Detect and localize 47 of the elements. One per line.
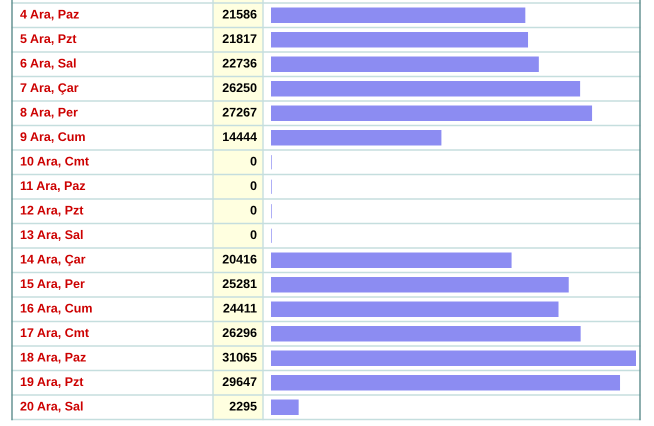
data-label: 2295	[230, 402, 257, 411]
y-tick-label: 10 Ara, Cmt	[20, 156, 89, 168]
bar	[271, 301, 559, 318]
data-label: 31065	[222, 352, 257, 362]
bar	[271, 350, 636, 366]
data-label: 24411	[223, 304, 257, 312]
bar	[271, 276, 569, 293]
data-label: 14444	[223, 132, 257, 141]
bar	[271, 105, 592, 122]
y-tick-label: 8 Ara, Per	[20, 108, 78, 118]
y-tick-label: 20 Ara, Sal	[20, 401, 83, 412]
data-label: 0	[250, 206, 256, 215]
bar	[271, 374, 620, 391]
y-tick-label: 9 Ara, Cum	[20, 132, 85, 143]
bar	[271, 7, 526, 24]
y-tick-label: 6 Ara, Sal	[20, 58, 76, 70]
data-label: 26250	[222, 83, 256, 92]
y-tick-label: 5 Ara, Pzt	[20, 34, 76, 45]
bar	[271, 80, 580, 97]
data-label: 21586	[222, 10, 257, 19]
y-tick-label: 14 Ara, Çar	[20, 254, 86, 266]
bar	[271, 32, 528, 48]
data-label: 0	[250, 181, 256, 190]
data-label: 0	[250, 156, 256, 166]
data-label: 0	[250, 230, 256, 240]
y-tick-label: 15 Ara, Per	[20, 279, 85, 290]
data-label: 27267	[222, 108, 256, 117]
data-label: 20416	[222, 254, 257, 264]
data-label: 29647	[222, 377, 256, 386]
data-label: 26296	[222, 328, 257, 338]
data-label: 21817	[222, 34, 256, 44]
data-label: 25281	[222, 279, 257, 288]
y-tick-label: 19 Ara, Pzt	[20, 377, 84, 388]
y-tick-label: 12 Ara, Pzt	[20, 206, 84, 216]
y-tick-label: 16 Ara, Cum	[20, 304, 92, 314]
data-label: 22736	[222, 58, 257, 68]
bar	[271, 399, 299, 416]
bar	[271, 326, 581, 342]
y-tick-label: 13 Ara, Sal	[20, 230, 83, 241]
bar	[271, 130, 442, 146]
y-tick-label: 18 Ara, Paz	[20, 352, 86, 364]
y-tick-label: 17 Ara, Cmt	[20, 328, 89, 339]
y-tick-label: 11 Ara, Paz	[20, 181, 86, 192]
y-tick-label: 4 Ara, Paz	[20, 10, 79, 20]
bar	[271, 56, 539, 72]
bar	[271, 252, 512, 268]
y-tick-label: 7 Ara, Çar	[20, 83, 78, 95]
